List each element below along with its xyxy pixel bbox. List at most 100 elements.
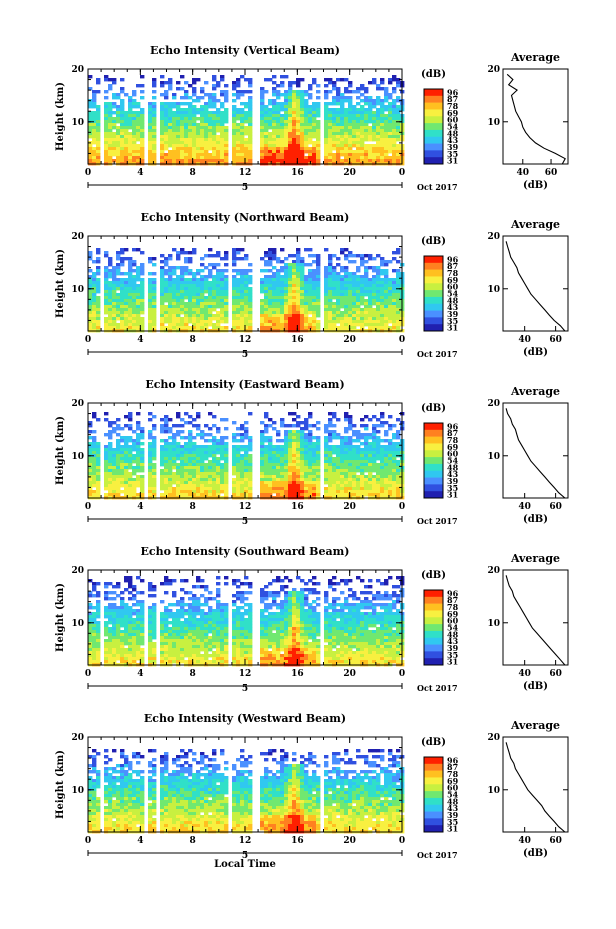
heatmap-cell xyxy=(360,159,365,163)
heatmap-cell xyxy=(220,275,225,279)
heatmap-cell xyxy=(336,296,341,300)
heatmap-cell xyxy=(180,302,185,306)
heatmap-cell xyxy=(304,284,309,288)
heatmap-cell xyxy=(112,138,117,142)
heatmap-cell xyxy=(392,126,397,130)
heatmap-cell xyxy=(348,305,353,309)
heatmap-cell xyxy=(292,293,297,297)
heatmap-cell xyxy=(372,284,377,288)
heatmap-cell xyxy=(328,296,333,300)
heatmap-cell xyxy=(188,132,193,136)
heatmap-cell xyxy=(276,117,281,121)
heatmap-cell xyxy=(340,317,345,321)
heatmap-cell xyxy=(268,284,273,288)
heatmap-cell xyxy=(232,320,237,324)
heatmap-cell xyxy=(224,99,229,103)
heatmap-cell xyxy=(220,457,225,461)
heatmap-cell xyxy=(280,108,285,112)
heatmap-cell xyxy=(328,454,333,458)
heatmap-cell xyxy=(364,272,369,276)
heatmap-cell xyxy=(128,147,133,151)
heatmap-cell xyxy=(136,457,141,461)
heatmap-cell xyxy=(260,493,265,497)
heatmap-cell xyxy=(104,254,109,258)
heatmap-cell xyxy=(172,326,177,330)
heatmap-cell xyxy=(316,296,321,300)
heatmap-cell xyxy=(212,278,217,282)
heatmap-cell xyxy=(140,138,145,142)
heatmap-cell xyxy=(248,484,253,488)
heatmap-cell xyxy=(232,314,237,318)
heatmap-cell xyxy=(188,472,193,476)
heatmap-cell xyxy=(192,153,197,157)
heatmap-cell xyxy=(324,150,329,154)
heatmap-cell xyxy=(136,153,141,157)
heatmap-cell xyxy=(264,299,269,303)
heatmap-cell xyxy=(196,153,201,157)
heatmap-cell xyxy=(344,460,349,464)
heatmap-cell xyxy=(368,290,373,294)
heatmap-cell xyxy=(184,302,189,306)
heatmap-cell xyxy=(236,153,241,157)
heatmap-cell xyxy=(192,129,197,133)
heatmap-cell xyxy=(192,290,197,294)
heatmap-cell xyxy=(104,156,109,160)
heatmap-cell xyxy=(240,454,245,458)
heatmap-cell xyxy=(300,269,305,273)
heatmap-cell xyxy=(276,445,281,449)
heatmap-cell xyxy=(180,135,185,139)
heatmap-cell xyxy=(164,293,169,297)
average-x-tick-label: 40 xyxy=(517,168,530,178)
heatmap-cell xyxy=(168,302,173,306)
heatmap-cell xyxy=(368,108,373,112)
heatmap-cell xyxy=(328,490,333,494)
heatmap-cell xyxy=(212,326,217,330)
heatmap-cell xyxy=(332,326,337,330)
heatmap-cell xyxy=(380,296,385,300)
heatmap-cell xyxy=(116,424,121,428)
heatmap-cell xyxy=(200,293,205,297)
heatmap-cell xyxy=(116,302,121,306)
heatmap-cell xyxy=(192,111,197,115)
heatmap-cell xyxy=(332,96,337,100)
heatmap-cell xyxy=(260,481,265,485)
heatmap-cell xyxy=(192,451,197,455)
heatmap-cell xyxy=(272,108,277,112)
heatmap-cell xyxy=(336,156,341,160)
heatmap-cell xyxy=(240,439,245,443)
heatmap-cell xyxy=(108,108,113,112)
heatmap-cell xyxy=(180,290,185,294)
heatmap-cell xyxy=(392,299,397,303)
heatmap-cell xyxy=(280,302,285,306)
heatmap-cell xyxy=(300,463,305,467)
heatmap-cell xyxy=(240,90,245,94)
heatmap-cell xyxy=(336,93,341,97)
heatmap-cell xyxy=(280,478,285,482)
heatmap-cell xyxy=(340,469,345,473)
heatmap-cell xyxy=(296,302,301,306)
heatmap-cell xyxy=(124,320,129,324)
heatmap-cell xyxy=(220,156,225,160)
heatmap-cell xyxy=(344,293,349,297)
heatmap-cell xyxy=(196,126,201,130)
heatmap-cell xyxy=(192,281,197,285)
heatmap-cell xyxy=(288,90,293,94)
heatmap-cell xyxy=(220,132,225,136)
heatmap-cell xyxy=(112,308,117,312)
heatmap-cell xyxy=(224,84,229,88)
heatmap-cell xyxy=(328,284,333,288)
heatmap-cell xyxy=(212,284,217,288)
heatmap-cell xyxy=(296,141,301,145)
heatmap-cell xyxy=(212,117,217,121)
heatmap-cell xyxy=(244,317,249,321)
heatmap-cell xyxy=(200,302,205,306)
heatmap-cell xyxy=(296,293,301,297)
heatmap-cell xyxy=(132,460,137,464)
heatmap-cell xyxy=(112,117,117,121)
heatmap-cell xyxy=(308,436,313,440)
heatmap-cell xyxy=(192,251,197,255)
heatmap-cell xyxy=(220,490,225,494)
heatmap-cell xyxy=(92,90,97,94)
heatmap-cell xyxy=(272,93,277,97)
heatmap-cell xyxy=(312,287,317,291)
